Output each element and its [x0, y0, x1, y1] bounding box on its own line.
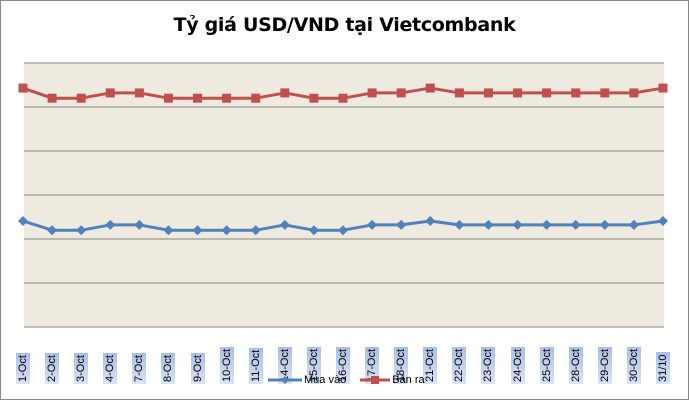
square-marker-icon — [251, 93, 261, 103]
diamond-marker-icon — [192, 225, 203, 236]
diamond-marker-icon — [268, 376, 302, 384]
x-tick-label: 9-Oct — [190, 334, 205, 384]
square-marker-icon — [542, 88, 552, 98]
x-tick-text: 31/10 — [656, 352, 670, 384]
x-tick-label: 2-Oct — [45, 334, 60, 384]
x-tick-label: 23-Oct — [481, 334, 496, 384]
x-tick-text: 7-Oct — [132, 353, 147, 384]
x-tick-label: 4-Oct — [103, 334, 118, 384]
x-tick-label: 22-Oct — [452, 334, 467, 384]
square-marker-icon — [360, 376, 391, 384]
x-tick-text: 21-Oct — [423, 346, 438, 384]
legend-label: Mua vào — [304, 374, 347, 386]
square-marker-icon — [513, 88, 523, 98]
x-tick-label: 24-Oct — [510, 334, 525, 384]
x-tick-text: 22-Oct — [452, 346, 467, 384]
diamond-marker-icon — [512, 219, 523, 230]
square-marker-icon — [571, 88, 581, 98]
legend: Mua vào Bán ra — [268, 374, 425, 386]
square-marker-icon — [18, 83, 28, 93]
square-marker-icon — [193, 93, 203, 103]
square-marker-icon — [134, 88, 144, 98]
x-tick-label: 1-Oct — [16, 334, 30, 384]
x-tick-label: 3-Oct — [74, 334, 89, 384]
diamond-marker-icon — [454, 219, 465, 230]
diamond-marker-icon — [279, 219, 290, 230]
x-tick-text: 25-Oct — [539, 346, 554, 384]
square-marker-icon — [47, 93, 57, 103]
square-marker-icon — [163, 93, 173, 103]
square-marker-icon — [454, 88, 464, 98]
diamond-marker-icon — [483, 219, 494, 230]
legend-item-ban-ra: Bán ra — [360, 374, 425, 386]
diamond-marker-icon — [658, 215, 668, 226]
x-tick-text: 24-Oct — [510, 346, 525, 384]
diamond-marker-icon — [541, 219, 552, 230]
square-marker-icon — [338, 93, 348, 103]
x-tick-label: 10-Oct — [219, 334, 234, 384]
square-marker-icon — [280, 88, 290, 98]
diamond-marker-icon — [76, 225, 87, 236]
diamond-marker-icon — [308, 225, 319, 236]
legend-item-mua-vao: Mua vào — [268, 374, 346, 386]
diamond-marker-icon — [338, 225, 348, 236]
diamond-marker-icon — [18, 215, 28, 226]
square-marker-icon — [105, 88, 115, 98]
diamond-marker-icon — [105, 219, 116, 230]
x-tick-text: 8-Oct — [161, 353, 176, 384]
diamond-marker-icon — [250, 225, 261, 236]
x-tick-text: 11-Oct — [248, 347, 263, 384]
square-marker-icon — [425, 83, 435, 93]
square-marker-icon — [396, 88, 406, 98]
square-marker-icon — [309, 93, 319, 103]
diamond-marker-icon — [628, 219, 639, 230]
chart-title: Tỷ giá USD/VND tại Vietcombank — [173, 14, 516, 36]
square-marker-icon — [222, 93, 232, 103]
x-tick-text: 9-Oct — [190, 353, 205, 384]
diamond-marker-icon — [396, 219, 407, 230]
x-tick-text: 10-Oct — [219, 346, 234, 384]
x-tick-text: 3-Oct — [74, 353, 89, 384]
diamond-marker-icon — [47, 225, 58, 236]
x-tick-text: 23-Oct — [481, 346, 496, 384]
x-tick-text: 28-Oct — [568, 346, 583, 384]
square-marker-icon — [483, 88, 493, 98]
x-tick-text: 2-Oct — [45, 353, 60, 384]
x-tick-label: 28-Oct — [568, 334, 583, 384]
square-marker-icon — [76, 93, 86, 103]
x-tick-label: 30-Oct — [626, 334, 641, 384]
diamond-marker-icon — [425, 215, 436, 226]
x-tick-text: 4-Oct — [103, 353, 118, 384]
x-tick-label: 31/10 — [656, 334, 670, 384]
diamond-marker-icon — [221, 225, 232, 236]
x-tick-text: 29-Oct — [597, 346, 612, 384]
diamond-marker-icon — [367, 219, 378, 230]
square-marker-icon — [600, 88, 610, 98]
x-tick-text: 1-Oct — [16, 353, 30, 384]
x-tick-label: 25-Oct — [539, 334, 554, 384]
x-tick-text: 30-Oct — [626, 346, 641, 384]
x-tick-label: 29-Oct — [597, 334, 612, 384]
square-marker-icon — [367, 88, 377, 98]
x-tick-label: 8-Oct — [161, 334, 176, 384]
diamond-marker-icon — [599, 219, 610, 230]
square-marker-icon — [629, 88, 639, 98]
diamond-marker-icon — [570, 219, 581, 230]
diamond-marker-icon — [134, 219, 145, 230]
x-tick-label: 11-Oct — [248, 334, 263, 384]
x-tick-label: 7-Oct — [132, 334, 147, 384]
x-tick-label: 21-Oct — [423, 334, 438, 384]
diamond-marker-icon — [163, 225, 174, 236]
legend-label: Bán ra — [392, 374, 425, 386]
square-marker-icon — [658, 83, 668, 93]
